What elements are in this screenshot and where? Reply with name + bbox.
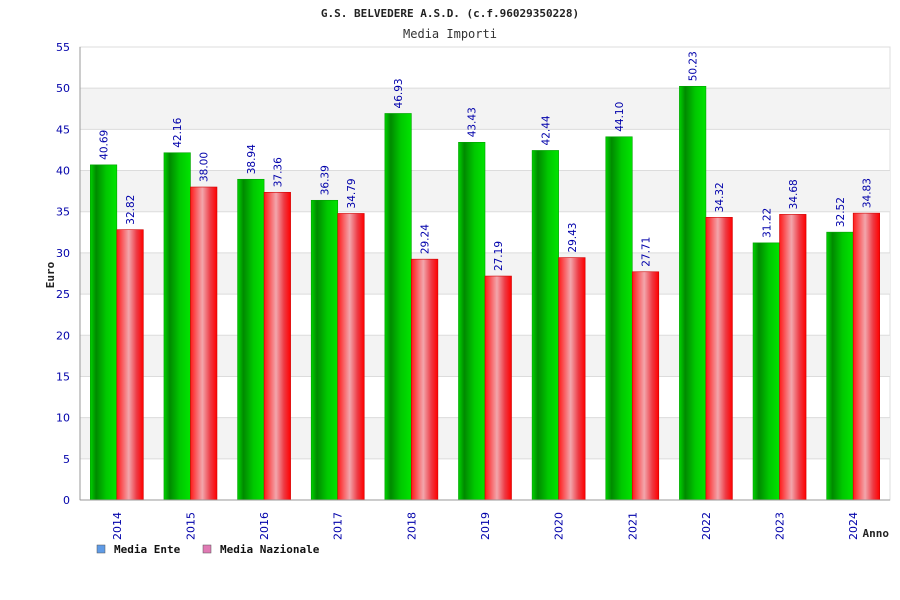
value-label-media-nazionale-2015: 38.00	[199, 152, 211, 182]
value-label-media-ente-2020: 42.44	[540, 115, 552, 145]
value-label-media-nazionale-2018: 29.24	[420, 224, 432, 254]
bar-media-ente-2015	[163, 152, 191, 501]
bar-media-ente-2022	[679, 85, 707, 501]
x-tick-label-2014: 2014	[111, 512, 124, 540]
value-label-media-ente-2018: 46.93	[393, 78, 405, 108]
x-tick-label-2021: 2021	[626, 512, 639, 540]
grid-band	[80, 88, 890, 130]
bar-media-nazionale-2018	[411, 258, 439, 501]
y-tick-label: 10	[56, 412, 70, 425]
y-tick-label: 15	[56, 370, 70, 383]
x-tick-label-2016: 2016	[258, 512, 271, 540]
x-tick-label-2023: 2023	[774, 512, 787, 540]
value-label-media-ente-2016: 38.94	[246, 144, 258, 174]
y-tick-label: 55	[56, 41, 70, 54]
value-label-media-ente-2019: 43.43	[467, 107, 479, 137]
bar-media-ente-2020	[531, 150, 559, 501]
y-tick-label: 50	[56, 82, 70, 95]
bar-media-ente-2018	[384, 113, 412, 501]
bar-media-nazionale-2020	[558, 257, 586, 501]
value-label-media-nazionale-2022: 34.32	[714, 182, 726, 212]
value-label-media-nazionale-2019: 27.19	[493, 241, 505, 271]
bar-media-ente-2019	[458, 141, 486, 501]
y-tick-label: 20	[56, 329, 70, 342]
bar-media-ente-2016	[237, 178, 265, 501]
bar-media-nazionale-2014	[116, 229, 144, 501]
x-tick-label-2020: 2020	[553, 512, 566, 540]
value-label-media-nazionale-2024: 34.83	[861, 178, 873, 208]
bar-media-nazionale-2023	[779, 214, 807, 501]
y-tick-label: 5	[63, 453, 70, 466]
y-tick-label: 45	[56, 123, 70, 136]
legend-label-media-nazionale: Media Nazionale	[220, 543, 320, 556]
value-label-media-nazionale-2020: 29.43	[567, 223, 579, 253]
value-label-media-nazionale-2016: 37.36	[272, 157, 284, 187]
value-labels: 40.69 32.82 42.16 38.00 38.94 37.36 36.39 34.79…	[99, 51, 874, 271]
chart-subtitle: Media Importi	[403, 27, 497, 41]
value-label-media-nazionale-2014: 32.82	[125, 195, 137, 225]
bar-media-nazionale-2022	[705, 217, 733, 501]
legend-swatch-media-nazionale	[202, 544, 212, 554]
legend-label-media-ente: Media Ente	[114, 543, 181, 556]
bar-media-ente-2023	[752, 242, 780, 501]
value-label-media-ente-2022: 50.23	[688, 51, 700, 81]
x-tick-label-2015: 2015	[184, 512, 197, 540]
y-tick-label: 40	[56, 165, 70, 178]
bar-media-nazionale-2017	[337, 213, 365, 501]
bar-media-ente-2021	[605, 136, 633, 501]
value-label-media-nazionale-2023: 34.68	[788, 179, 800, 209]
bar-media-nazionale-2015	[190, 186, 218, 501]
legend-swatch-media-ente	[96, 544, 106, 554]
bar-media-nazionale-2024	[852, 212, 880, 501]
value-label-media-ente-2015: 42.16	[172, 117, 184, 147]
bars	[90, 85, 880, 501]
y-tick-label: 35	[56, 206, 70, 219]
bar-media-ente-2017	[310, 199, 339, 501]
bar-media-nazionale-2021	[631, 271, 660, 501]
value-label-media-ente-2021: 44.10	[614, 102, 626, 132]
x-tick-label-2024: 2024	[847, 512, 860, 540]
legend: Media Ente Media Nazionale	[96, 543, 320, 556]
x-tick-label-2017: 2017	[332, 512, 345, 540]
bar-media-ente-2014	[90, 164, 118, 501]
bar-media-ente-2024	[826, 231, 854, 501]
x-axis-label: Anno	[863, 527, 890, 540]
y-tick-label: 25	[56, 288, 70, 301]
x-tick-label-2018: 2018	[405, 512, 418, 540]
bar-media-nazionale-2019	[484, 275, 512, 501]
value-label-media-ente-2014: 40.69	[99, 130, 111, 160]
y-tick-label: 30	[56, 247, 70, 260]
y-tick-label: 0	[63, 494, 70, 507]
value-label-media-ente-2017: 36.39	[319, 165, 331, 195]
x-tick-label-2019: 2019	[479, 512, 492, 540]
x-axis-ticks: 2014 2015 2016 2017 2018 2019 2020 2021 2022 2023…	[111, 512, 860, 540]
x-tick-label-2022: 2022	[700, 512, 713, 540]
value-label-media-ente-2023: 31.22	[761, 208, 773, 238]
bar-media-nazionale-2016	[263, 191, 291, 501]
value-label-media-nazionale-2017: 34.79	[346, 178, 358, 208]
value-label-media-nazionale-2021: 27.71	[641, 237, 653, 267]
y-axis-ticks: 0 5 10 15 20 25 30 35 40 45 50 55	[56, 41, 70, 507]
y-axis-label: Euro	[44, 261, 57, 288]
value-label-media-ente-2024: 32.52	[835, 197, 847, 227]
chart-title: G.S. BELVEDERE A.S.D. (c.f.96029350228)	[321, 7, 579, 20]
